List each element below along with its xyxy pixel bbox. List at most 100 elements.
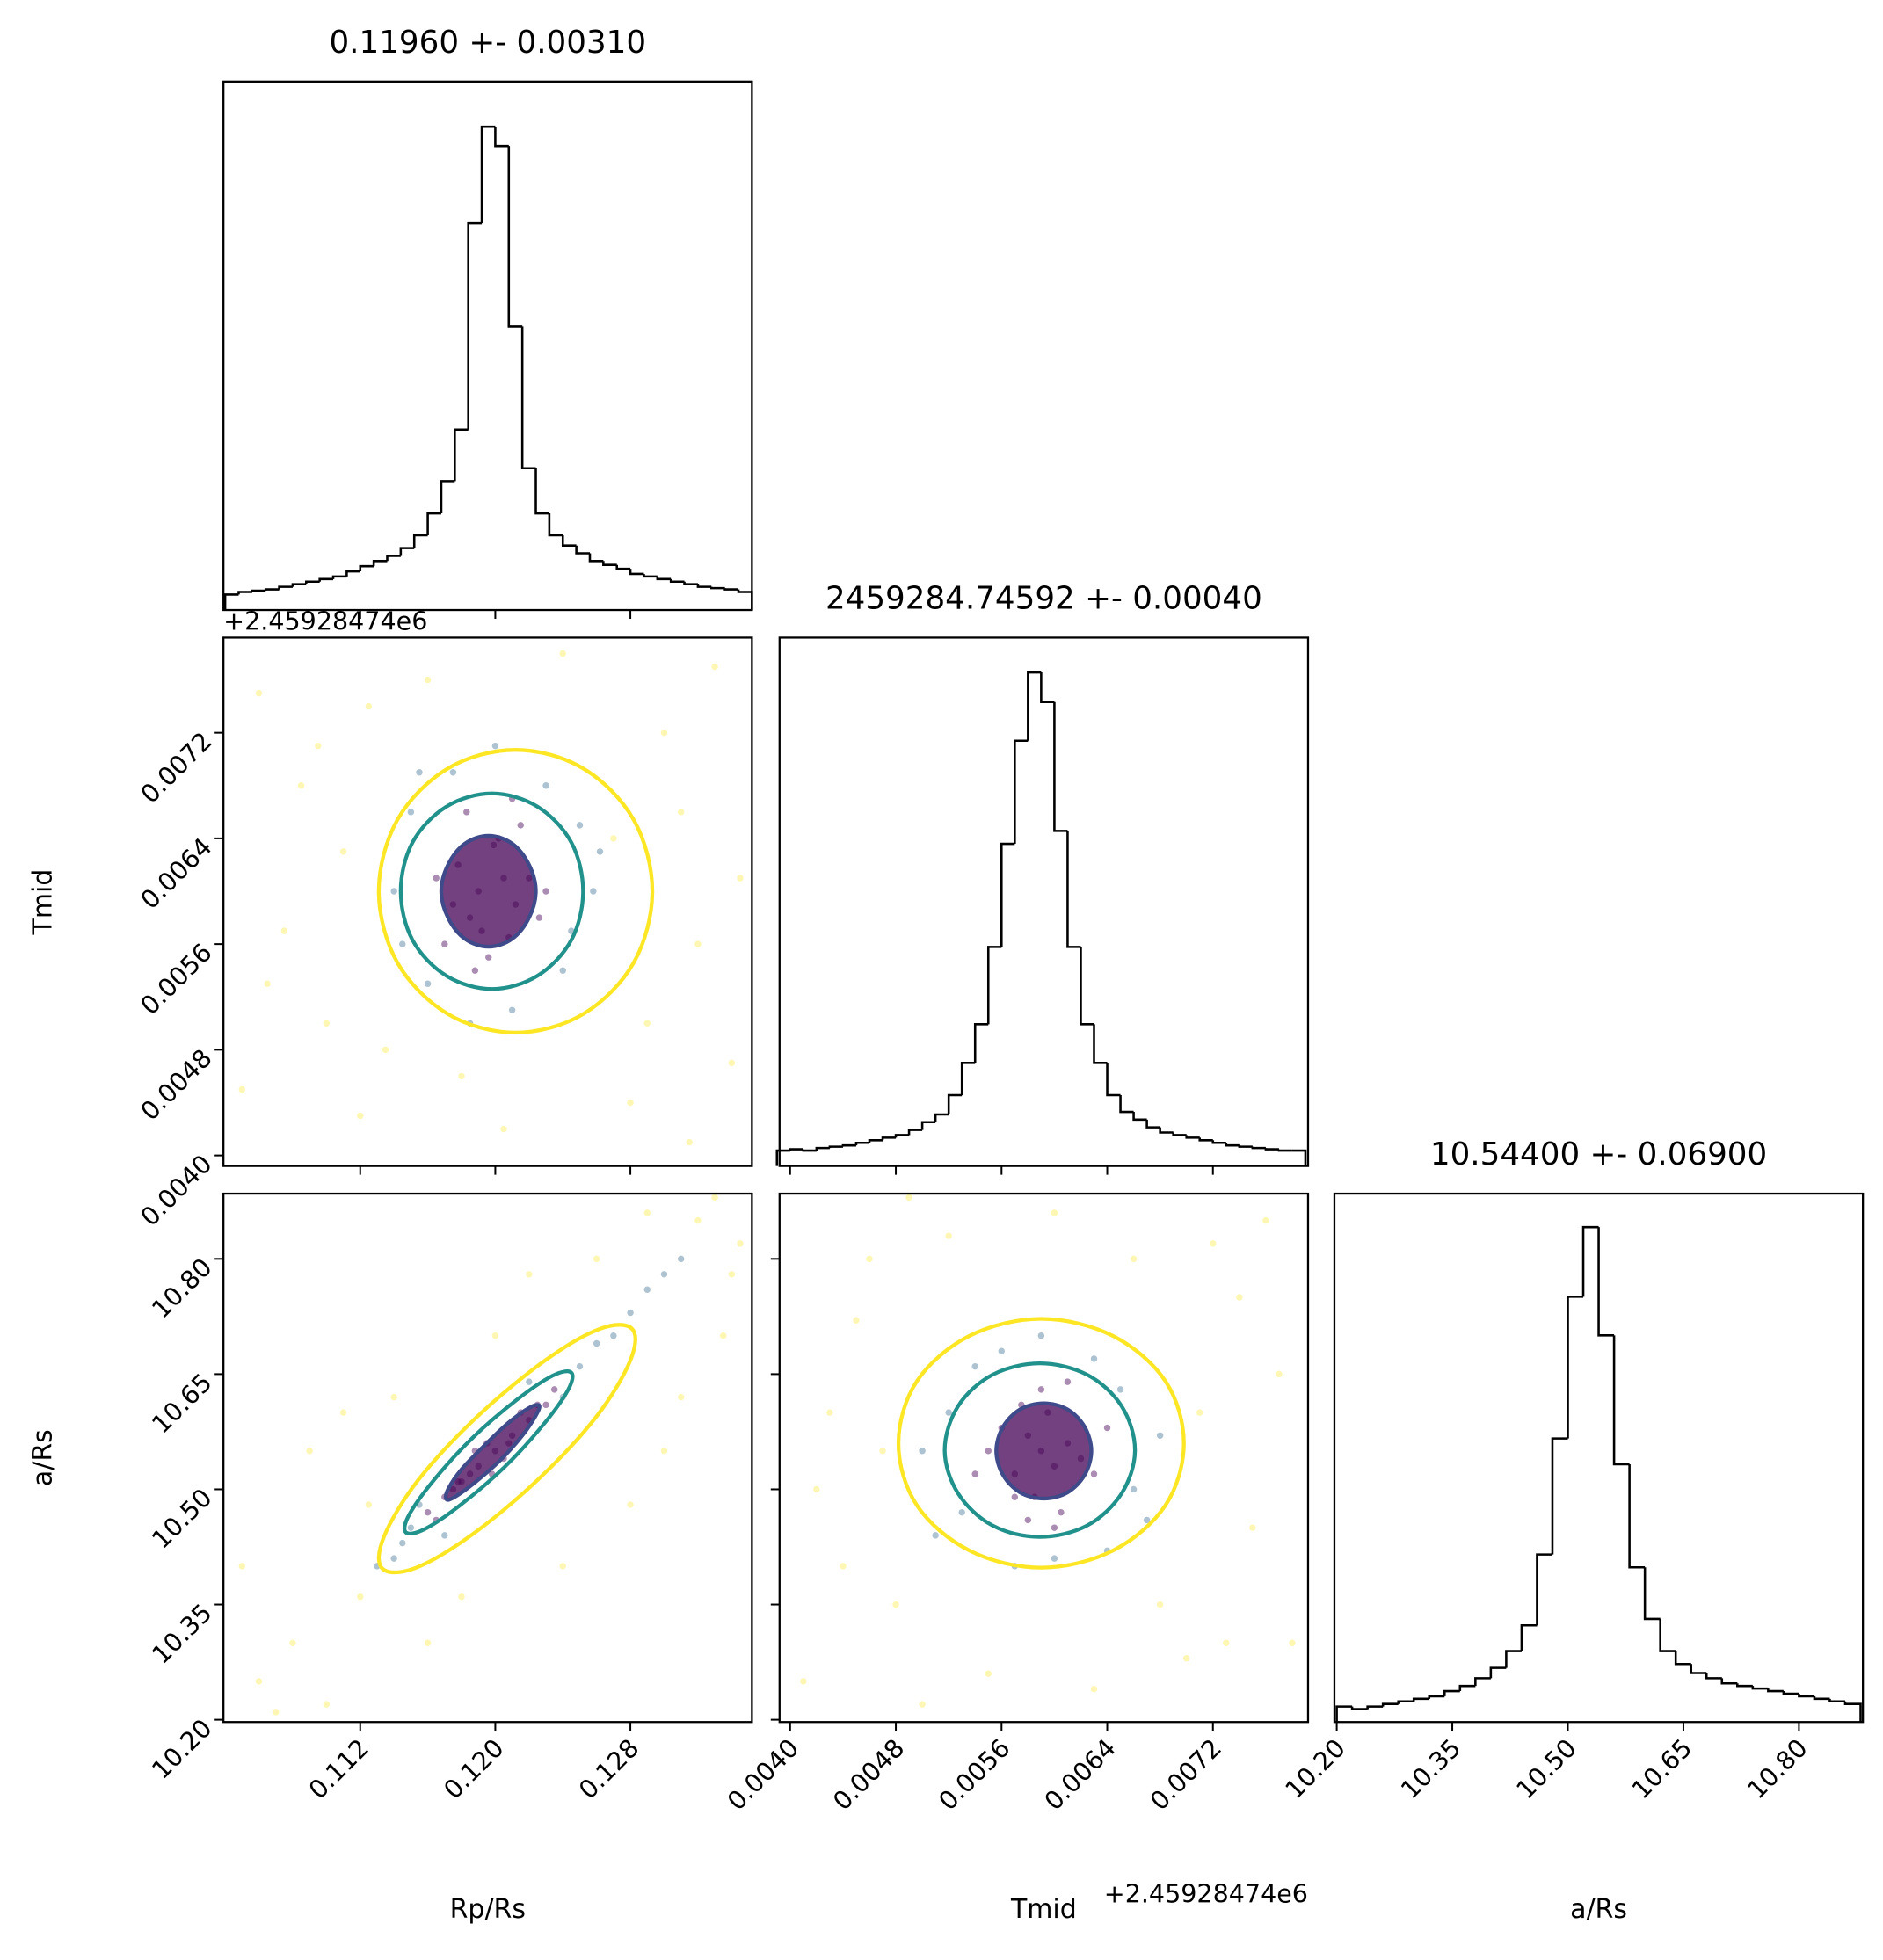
- panel-frame: [222, 636, 753, 1167]
- scatter-point: [365, 1501, 373, 1508]
- scatter-point: [1037, 1332, 1045, 1339]
- histogram-step: [1053, 701, 1068, 832]
- histogram-step: [1412, 1697, 1429, 1702]
- x-axis-label: a/Rs: [1570, 1894, 1627, 1925]
- histogram-step: [602, 561, 617, 566]
- scatter-point: [416, 769, 423, 776]
- scatter-point: [1156, 1432, 1164, 1440]
- scatter-point: [399, 1539, 406, 1547]
- scatter-point: [1116, 1386, 1124, 1393]
- scatter-point: [441, 1532, 448, 1539]
- scatter-point: [985, 1670, 992, 1677]
- x-tick-label: 10.35: [1395, 1733, 1467, 1805]
- scatter-point: [491, 1332, 499, 1339]
- scatter-point: [255, 689, 263, 697]
- histogram-step: [1690, 1664, 1707, 1674]
- scatter-point: [866, 1255, 873, 1263]
- scatter-point: [694, 940, 702, 947]
- y-tick-label: 0.0072: [134, 726, 218, 809]
- scatter-point: [1024, 1516, 1032, 1524]
- offset-text: +2.45928474e6: [223, 606, 427, 635]
- scatter-point: [677, 809, 685, 816]
- scatter-point: [424, 676, 432, 684]
- histogram-step: [1520, 1623, 1538, 1651]
- scatter-point: [643, 1286, 651, 1293]
- histogram-step: [1767, 1688, 1784, 1693]
- scatter-point: [800, 1678, 807, 1685]
- histogram-step: [1813, 1695, 1830, 1701]
- histogram-step: [318, 577, 334, 582]
- scatter-point: [593, 1255, 600, 1263]
- scatter-point: [971, 1362, 978, 1370]
- x-tick-label: 0.0048: [827, 1733, 911, 1817]
- histogram-step: [1366, 1705, 1384, 1710]
- x-tick-label: 0.120: [438, 1733, 510, 1805]
- histogram-step: [615, 564, 631, 570]
- histogram-step: [789, 1148, 803, 1151]
- histogram-step: [1066, 831, 1081, 948]
- histogram-step: [986, 946, 1002, 1025]
- histogram-step: [1628, 1463, 1646, 1569]
- y-tick-label: 0.0064: [134, 831, 218, 915]
- scatter-point: [365, 702, 373, 710]
- scatter-point: [407, 1524, 415, 1531]
- histogram-step: [854, 1141, 869, 1146]
- histogram-step: [264, 588, 280, 592]
- histogram-step: [1106, 1063, 1121, 1097]
- histogram-step: [440, 480, 455, 514]
- histogram-step: [345, 570, 360, 577]
- scatter-point: [1051, 1555, 1058, 1562]
- scatter-point: [407, 809, 415, 816]
- scatter-point: [576, 822, 584, 829]
- scatter-point: [1262, 1216, 1269, 1224]
- histogram-step: [1489, 1666, 1507, 1679]
- scatter-point: [264, 980, 271, 987]
- scatter-point: [905, 1194, 912, 1201]
- scatter-point: [323, 1020, 331, 1027]
- x-tick-label: 0.112: [302, 1733, 374, 1805]
- histogram-step: [1612, 1335, 1630, 1466]
- histogram-step: [1350, 1706, 1368, 1710]
- scatter-point: [610, 1332, 617, 1339]
- histogram-step: [1597, 1227, 1615, 1337]
- scatter-point: [315, 742, 322, 750]
- scatter-point: [382, 1046, 389, 1054]
- scatter-point: [255, 1678, 263, 1685]
- histogram-step: [1145, 1119, 1160, 1129]
- histogram-step: [291, 583, 307, 587]
- histogram-step: [412, 534, 428, 548]
- scatter-point: [643, 1209, 651, 1216]
- scatter-point: [1156, 1601, 1164, 1608]
- histogram-step: [1843, 1701, 1862, 1723]
- histogram-step: [1458, 1684, 1476, 1692]
- scatter-point: [728, 1059, 736, 1067]
- histogram-step: [480, 125, 496, 224]
- histogram-step: [1782, 1691, 1799, 1695]
- contour: [376, 1323, 637, 1575]
- histogram-step: [1080, 947, 1094, 1026]
- histogram-step: [1119, 1094, 1134, 1114]
- scatter-point: [1051, 1209, 1058, 1216]
- scatter-point: [526, 1378, 533, 1385]
- scatter-point: [627, 1309, 634, 1317]
- scatter-point: [840, 1563, 847, 1570]
- histogram-step: [1551, 1437, 1568, 1555]
- histogram-step: [934, 1113, 949, 1122]
- histogram-step: [1335, 1705, 1353, 1723]
- scatter-point: [390, 1393, 397, 1401]
- scatter-point: [720, 1332, 727, 1339]
- scatter-point: [542, 1401, 549, 1409]
- scatter-point: [390, 1555, 397, 1562]
- histogram-step: [894, 1134, 910, 1138]
- histogram-step: [1027, 671, 1042, 741]
- x-tick-label: 10.65: [1625, 1733, 1698, 1805]
- histogram-step: [737, 589, 753, 611]
- histogram-step: [1798, 1693, 1814, 1698]
- panel-frame: [778, 636, 1310, 1167]
- histogram-step: [1132, 1112, 1147, 1122]
- histogram-step: [973, 1023, 989, 1063]
- histogram-step: [802, 1149, 817, 1152]
- y-tick-label: 10.35: [146, 1598, 218, 1670]
- histogram-step: [1040, 672, 1055, 704]
- histogram-step: [359, 564, 374, 572]
